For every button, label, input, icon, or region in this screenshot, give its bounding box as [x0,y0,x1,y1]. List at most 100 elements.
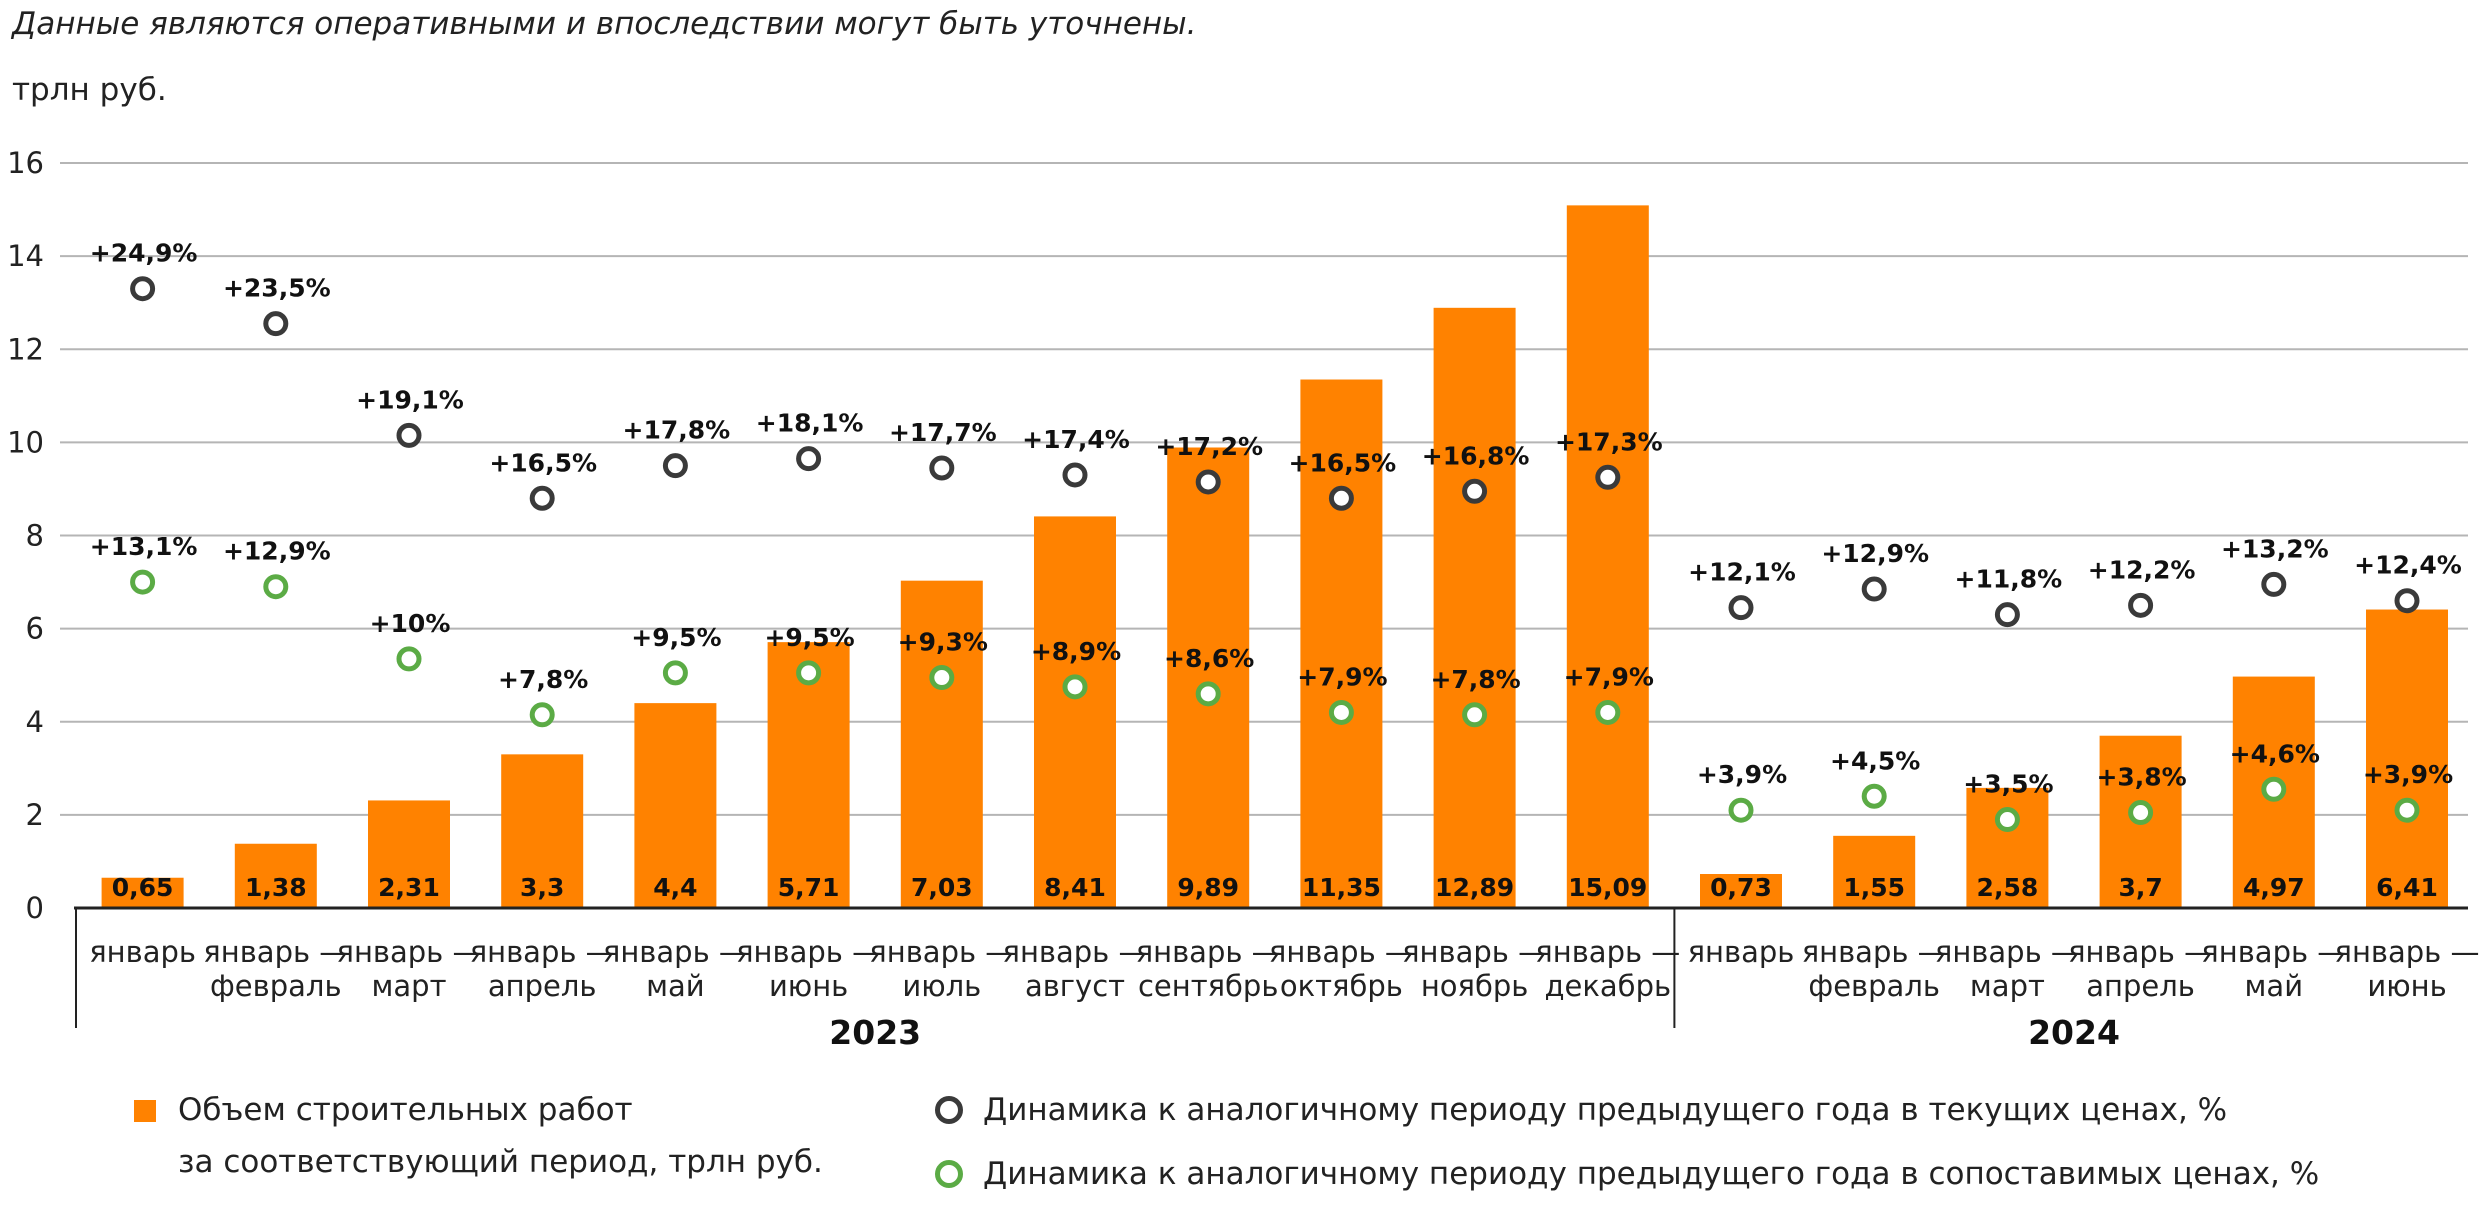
x-tick-label: сентябрь [1138,969,1278,1003]
comparable-price-point [1861,783,1887,809]
x-tick-label: январь — [1535,935,1680,969]
data-note: Данные являются оперативными и впоследст… [12,6,1197,42]
x-tick-label: январь [1688,935,1795,969]
bar [501,754,584,908]
points [130,276,2420,833]
x-tick-label: январь — [337,935,482,969]
bar-value-label: 8,41 [1044,873,1106,902]
bar-value-label: 1,55 [1843,873,1905,902]
bar-value-label: 3,3 [520,873,564,902]
comparable-price-point-label: +12,9% [223,537,331,566]
comparable-price-point [662,660,688,686]
current-price-point [929,455,955,481]
comparable-price-point-label: +7,9% [1297,662,1387,691]
current-price-point-label: +12,9% [1821,539,1929,568]
legend-bar-line1: Объем строительных работ [178,1092,633,1128]
x-tick-label: январь [89,935,196,969]
bar [1700,874,1782,908]
current-price-point-label: +24,9% [90,239,198,268]
current-price-point [662,453,688,479]
comparable-price-point-label: +3,9% [2363,760,2453,789]
bar [1433,307,1516,908]
comparable-price-point-label: +7,8% [498,665,588,694]
bar-value-label: 0,65 [112,873,174,902]
current-price-point-label: +16,5% [489,448,597,477]
y-tick-label: 14 [7,239,44,273]
y-tick-label: 6 [26,612,44,646]
x-tick-label: март [1970,969,2045,1003]
current-price-point-label: +18,1% [756,409,864,438]
current-price-point-label: +17,8% [623,416,731,445]
x-tick-label: январь — [603,935,748,969]
comparable-price-point [2261,776,2287,802]
x-tick-label: март [372,969,447,1003]
current-price-point-label: +17,4% [1022,425,1130,454]
y-axis-ticks: 0 2 4 6 8 10 12 14 16 [7,146,44,925]
x-tick-label: январь — [2201,935,2346,969]
current-price-point [1728,595,1754,621]
legend-bar-swatch [134,1100,156,1122]
current-price-point-label: +12,4% [2354,551,2462,580]
x-tick-label: ноябрь [1421,969,1529,1003]
current-price-point [796,446,822,472]
year-label: 2023 [829,1013,921,1052]
comparable-price-point-label: +3,5% [1963,770,2053,799]
current-price-point-label: +12,2% [2088,555,2196,584]
comparable-price-point [2394,797,2420,823]
current-price-point-label: +11,8% [1955,565,2063,594]
legend-current-marker [935,1096,963,1124]
current-price-point-label: +23,5% [223,274,331,303]
bar-value-label: 2,58 [1977,873,2039,902]
y-tick-label: 2 [26,798,44,832]
comparable-price-point-label: +8,6% [1164,644,1254,673]
bar [1833,835,1916,908]
current-price-point [1062,462,1088,488]
bar-value-label: 11,35 [1302,873,1381,902]
bar-value-label: 2,31 [378,873,440,902]
bar [2366,609,2448,908]
comparable-price-point [1728,797,1754,823]
current-price-point [1328,485,1354,511]
comparable-price-point [396,646,422,672]
current-price-point-label: +17,2% [1155,432,1263,461]
comparable-price-point-label: +4,5% [1830,746,1920,775]
current-price-point [2394,588,2420,614]
current-price-point [529,485,555,511]
bar-value-label: 4,97 [2243,873,2305,902]
x-tick-label: январь — [1003,935,1148,969]
bar-value-label: 12,89 [1435,873,1514,902]
year-label: 2024 [2028,1013,2120,1052]
comparable-price-point-label: +7,8% [1430,665,1520,694]
x-tick-label: январь — [2335,935,2480,969]
legend-comparable-prices: Динамика к аналогичному периоду предыдущ… [935,1148,2319,1200]
comparable-price-point-label: +10% [370,609,451,638]
x-tick-label: январь — [203,935,348,969]
bar [101,877,184,908]
y-tick-label: 16 [7,146,44,180]
x-tick-label: май [646,969,705,1003]
bar-value-label: 15,09 [1568,873,1647,902]
current-price-point [1595,464,1621,490]
comparable-price-point [529,702,555,728]
x-tick-label: август [1025,969,1125,1003]
x-tick-label: июль [902,969,981,1003]
x-tick-label: февраль [210,969,342,1003]
legend-current-label: Динамика к аналогичному периоду предыдущ… [983,1092,2228,1128]
bar [634,703,717,908]
current-price-point-label: +13,2% [2221,534,2329,563]
x-tick-label: январь — [869,935,1014,969]
bar-value-label: 0,73 [1710,873,1772,902]
comparable-price-point [929,665,955,691]
comparable-price-point [796,660,822,686]
comparable-price-point [1994,807,2020,833]
x-tick-label: январь — [1269,935,1414,969]
x-tick-label: январь — [1802,935,1947,969]
comparable-price-point-label: +3,9% [1697,760,1787,789]
bar-value-label: 4,4 [653,873,697,902]
comparable-price-point-label: +9,5% [764,623,854,652]
current-price-point [1861,576,1887,602]
comparable-price-point-label: +3,8% [2096,763,2186,792]
x-tick-label: январь — [2068,935,2213,969]
